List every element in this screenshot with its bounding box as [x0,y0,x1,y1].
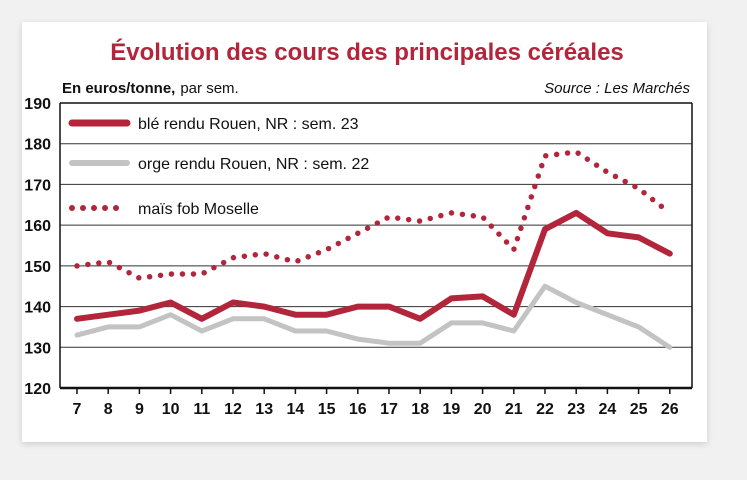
unit-label-main: En euros/tonne, [62,80,175,97]
legend: blé rendu Rouen, NR : sem. 23 orge rendu … [68,116,369,218]
x-tick-label: 17 [380,401,398,418]
x-tick-label: 25 [630,401,648,418]
grid [59,102,693,390]
y-tick-label: 180 [24,137,51,154]
x-tick-label: 18 [411,401,429,418]
x-tick-label: 22 [536,401,554,418]
x-tick-label: 10 [162,401,180,418]
source-label: Source : Les Marchés [544,80,690,97]
legend-label-3: maïs fob Moselle [138,201,259,218]
x-tick-label: 21 [505,401,523,418]
y-tick-label: 190 [24,96,51,113]
legend-label-2: orge rendu Rouen, NR : sem. 22 [138,156,369,173]
x-tick-label: 23 [567,401,585,418]
y-tick-label: 150 [24,259,51,276]
x-tick-label: 13 [255,401,273,418]
chart-card [22,22,707,442]
x-tick-label: 24 [599,401,617,418]
x-tick-label: 12 [224,401,242,418]
y-tick-label: 170 [24,177,51,194]
x-tick-label: 7 [73,401,82,418]
series-lines [74,149,673,350]
legend-label-1: blé rendu Rouen, NR : sem. 23 [138,116,359,133]
y-axis: 120 130 140 150 160 170 180 190 [24,96,51,398]
x-tick-label: 11 [193,401,210,418]
y-tick-label: 140 [24,300,51,317]
x-tick-label: 20 [474,401,492,418]
x-tick-label: 14 [287,401,305,418]
y-tick-label: 130 [24,340,51,357]
x-tick-label: 19 [443,401,461,418]
series-line-2 [74,283,673,350]
series-line-1 [74,209,673,322]
y-tick-label: 160 [24,218,51,235]
x-axis: 7 8 9 10 11 12 13 14 15 16 17 18 19 20 21 22 23 24 25 26 [73,388,679,418]
x-tick-label: 16 [349,401,367,418]
x-tick-label: 26 [661,401,679,418]
x-tick-label: 15 [318,401,336,418]
unit-label-sub: par sem. [180,80,238,97]
chart-title: Évolution des cours des principales céré… [110,38,624,66]
y-tick-label: 120 [24,381,51,398]
x-tick-label: 8 [104,401,113,418]
unit-label: En euros/tonne, par sem. [62,80,239,97]
x-tick-label: 9 [135,401,144,418]
